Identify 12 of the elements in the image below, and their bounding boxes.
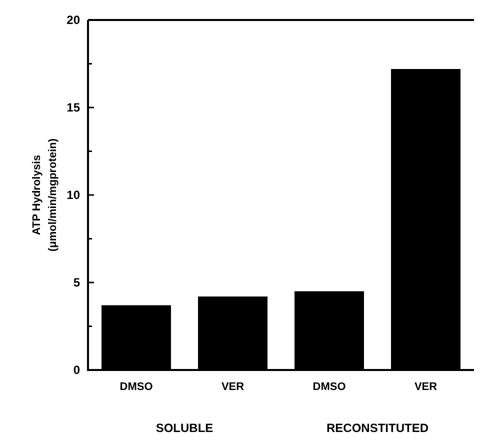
text: SOLUBLE bbox=[156, 421, 214, 435]
y-tick-label: 20 bbox=[66, 13, 80, 28]
y-tick-label: 5 bbox=[73, 276, 80, 290]
text: RECONSTITUTED bbox=[326, 421, 429, 435]
y-tick-label: 10 bbox=[66, 188, 80, 202]
x-tick-label: DMSO bbox=[312, 381, 346, 393]
x-tick-label: DMSO bbox=[120, 381, 154, 393]
y-tick-label: 15 bbox=[66, 100, 80, 115]
x-tick-label: VER bbox=[221, 381, 244, 393]
y-tick-label: 0 bbox=[73, 363, 80, 378]
y-axis-title: ATP Hydrolysis (μmol/min/mgprotein) bbox=[31, 138, 59, 252]
x-tick-label: VER bbox=[414, 381, 438, 393]
